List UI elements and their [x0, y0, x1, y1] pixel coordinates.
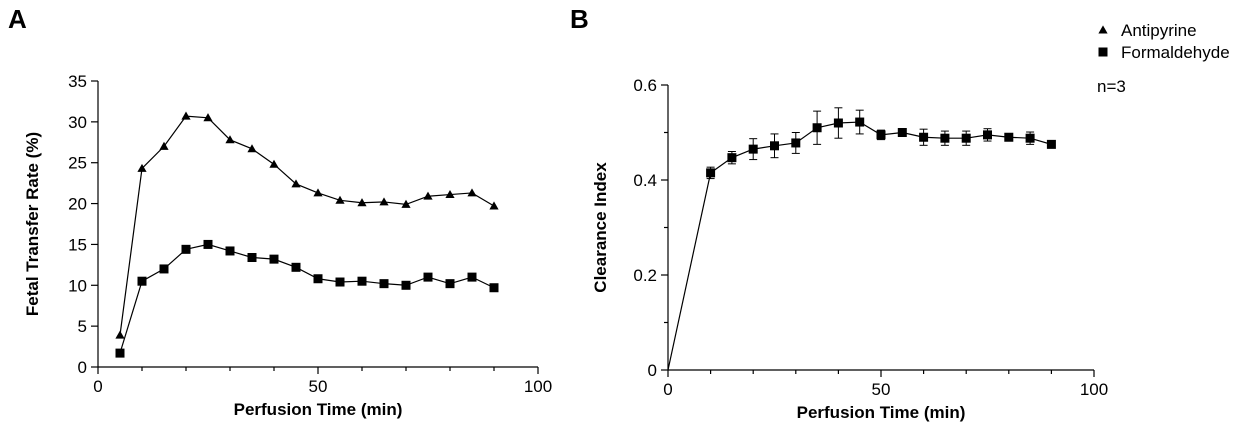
- data-point-formaldehyde: [357, 276, 367, 286]
- data-point-formaldehyde: [401, 280, 411, 290]
- data-point-antipyrine: [159, 141, 169, 150]
- data-point: [897, 128, 907, 137]
- y-tick-label: 0.2: [633, 266, 657, 285]
- data-point: [748, 144, 758, 154]
- x-tick-label: 100: [1080, 380, 1108, 399]
- y-tick-label: 10: [68, 276, 87, 295]
- x-tick-label: 50: [872, 380, 891, 399]
- data-point-formaldehyde: [137, 276, 147, 286]
- data-point-antipyrine: [247, 144, 257, 153]
- y-tick-label: 0.6: [633, 76, 657, 95]
- data-point-antipyrine: [379, 197, 389, 206]
- data-point: [1025, 133, 1035, 143]
- data-point-antipyrine: [313, 188, 323, 197]
- data-point: [940, 133, 950, 143]
- data-point-formaldehyde: [489, 283, 499, 293]
- data-point-formaldehyde: [247, 253, 257, 263]
- data-point-antipyrine: [203, 113, 213, 122]
- data-point-antipyrine: [467, 188, 477, 197]
- data-point-antipyrine: [291, 179, 301, 188]
- legend-marker-square: [1098, 47, 1108, 57]
- y-tick-label: 35: [68, 72, 87, 91]
- y-tick-label: 25: [68, 154, 87, 173]
- x-tick-label: 100: [524, 377, 552, 396]
- y-axis-title: Clearance Index: [591, 162, 610, 293]
- data-point-antipyrine: [401, 199, 411, 208]
- data-point-antipyrine: [423, 191, 433, 200]
- y-tick-label: 15: [68, 235, 87, 254]
- data-point: [727, 153, 737, 163]
- panel-label-b: B: [570, 4, 589, 34]
- panel-label-a: A: [8, 4, 27, 34]
- x-tick-label: 50: [309, 377, 328, 396]
- y-tick-label: 0: [648, 361, 657, 380]
- data-point-formaldehyde: [115, 348, 125, 358]
- data-point: [919, 132, 929, 142]
- x-axis-title: Perfusion Time (min): [234, 400, 403, 419]
- data-point-formaldehyde: [313, 274, 323, 284]
- x-axis-title: Perfusion Time (min): [797, 403, 966, 422]
- y-axis-title: Fetal Transfer Rate (%): [23, 132, 42, 316]
- data-point: [876, 130, 886, 140]
- y-tick-label: 0: [78, 358, 87, 377]
- y-tick-label: 20: [68, 195, 87, 214]
- data-point-antipyrine: [357, 198, 367, 207]
- data-point: [833, 118, 843, 128]
- data-point-formaldehyde: [269, 254, 279, 264]
- y-tick-label: 0.4: [633, 171, 657, 190]
- data-point-formaldehyde: [335, 277, 345, 287]
- data-point-formaldehyde: [467, 272, 477, 282]
- x-tick-label: 0: [663, 380, 672, 399]
- data-point: [961, 133, 971, 143]
- data-point-formaldehyde: [423, 272, 433, 282]
- y-tick-label: 30: [68, 113, 87, 132]
- data-point-antipyrine: [137, 163, 147, 172]
- data-point-antipyrine: [445, 189, 455, 199]
- data-point-formaldehyde: [159, 264, 169, 274]
- data-point-antipyrine: [489, 201, 499, 210]
- series-line-antipyrine: [119, 115, 495, 336]
- data-point: [1046, 139, 1056, 149]
- y-tick-label: 5: [78, 317, 87, 336]
- legend-label: Formaldehyde: [1121, 43, 1230, 62]
- series-line-formaldehyde: [119, 243, 495, 354]
- legend-marker-triangle: [1098, 25, 1108, 34]
- data-point-formaldehyde: [291, 262, 301, 272]
- data-point: [791, 138, 801, 148]
- data-point-formaldehyde: [225, 246, 235, 256]
- data-point: [770, 141, 779, 151]
- data-point-formaldehyde: [203, 239, 213, 249]
- data-point: [706, 168, 716, 178]
- data-point-formaldehyde: [181, 244, 191, 254]
- series-line-series: [667, 121, 1052, 371]
- data-point-antipyrine: [225, 135, 235, 144]
- annotation-n: n=3: [1097, 77, 1126, 96]
- data-point-formaldehyde: [445, 279, 455, 289]
- data-point: [812, 123, 822, 133]
- data-point-antipyrine: [269, 159, 279, 168]
- data-point: [1004, 132, 1014, 142]
- x-tick-label: 0: [93, 377, 102, 396]
- legend-label: Antipyrine: [1121, 21, 1197, 40]
- data-point: [983, 130, 992, 140]
- data-point-formaldehyde: [379, 279, 389, 289]
- data-point-antipyrine: [335, 195, 345, 204]
- data-point: [855, 117, 865, 127]
- data-point-antipyrine: [181, 111, 191, 120]
- data-point-antipyrine: [115, 330, 125, 339]
